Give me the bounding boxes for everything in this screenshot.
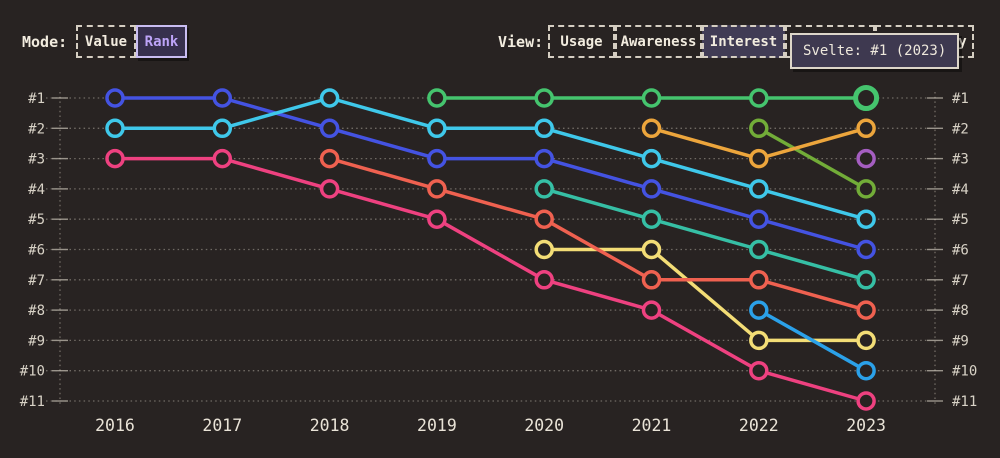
data-point-azure-2022[interactable]: [749, 300, 769, 320]
view-label: View:: [498, 33, 544, 51]
line-olive: [757, 126, 868, 191]
right-rank-label-#1: #1: [952, 91, 969, 107]
line-blue: [113, 96, 868, 252]
data-point-teal-2021[interactable]: [641, 209, 662, 229]
year-label-2017: 2017: [202, 416, 242, 435]
right-rank-label-#3: #3: [952, 152, 969, 168]
data-point-blue-2019[interactable]: [427, 148, 447, 169]
right-rank-label-#4: #4: [952, 182, 969, 198]
left-rank-label-#10: #10: [20, 364, 45, 380]
right-rank-label-#8: #8: [952, 303, 969, 319]
year-label-2016: 2016: [95, 416, 135, 435]
data-point-salmon-2022[interactable]: [749, 270, 769, 290]
left-rank-label-#1: #1: [28, 91, 45, 107]
right-rank-label-#7: #7: [952, 273, 969, 289]
year-label-2020: 2020: [524, 416, 564, 435]
data-point-pink-2023[interactable]: [856, 391, 876, 411]
data-point-yellow-2020[interactable]: [534, 239, 554, 260]
data-point-blue-2018[interactable]: [319, 118, 340, 139]
line-salmon: [327, 156, 868, 312]
year-label-2018: 2018: [310, 416, 350, 435]
data-point-salmon-2018[interactable]: [319, 148, 340, 169]
data-point-yellow-2022[interactable]: [749, 330, 769, 351]
data-point-purple-2023[interactable]: [856, 148, 876, 169]
year-label-2023: 2023: [846, 416, 886, 435]
data-point-olive-2022[interactable]: [749, 118, 769, 139]
data-point-pink-2021[interactable]: [641, 300, 662, 320]
data-point-blue-2017[interactable]: [212, 88, 233, 108]
data-point-teal-2023[interactable]: [856, 270, 876, 290]
data-point-salmon-2021[interactable]: [641, 270, 662, 290]
data-point-blue-2020[interactable]: [534, 148, 554, 169]
data-point-cyan-2021[interactable]: [641, 148, 662, 169]
data-point-cyan-2017[interactable]: [212, 118, 233, 139]
data-point-pink-2022[interactable]: [749, 360, 769, 381]
line-cyan: [113, 96, 868, 221]
line-azure: [757, 308, 868, 373]
data-point-salmon-2023[interactable]: [856, 300, 876, 320]
data-point-pink-2017[interactable]: [212, 148, 233, 169]
year-label-2019: 2019: [417, 416, 457, 435]
data-point-yellow-2021[interactable]: [641, 239, 662, 260]
data-point-pink-2020[interactable]: [534, 270, 554, 290]
data-point-blue-2023[interactable]: [856, 239, 876, 260]
left-rank-label-#3: #3: [28, 152, 45, 168]
data-point-blue-2022[interactable]: [749, 209, 769, 229]
right-rank-label-#11: #11: [952, 394, 977, 410]
data-point-pink-2019[interactable]: [427, 209, 447, 229]
data-point-azure-2023[interactable]: [856, 360, 876, 381]
data-point-teal-2022[interactable]: [749, 239, 769, 260]
left-rank-label-#2: #2: [28, 121, 45, 137]
data-point-cyan-2018[interactable]: [319, 88, 340, 108]
tooltip-text: Svelte: #1 (2023): [803, 43, 947, 59]
view-button-awareness[interactable]: Awareness: [615, 25, 702, 58]
data-point-teal-2020[interactable]: [534, 179, 554, 199]
mode-button-rank[interactable]: Rank: [136, 25, 187, 58]
data-point-cyan-2020[interactable]: [534, 118, 554, 139]
data-point-salmon-2020[interactable]: [534, 209, 554, 229]
right-rank-label-#10: #10: [952, 364, 977, 380]
view-button-interest[interactable]: Interest: [702, 25, 785, 58]
view-button-usage[interactable]: Usage: [548, 25, 615, 58]
data-point-pink-2016[interactable]: [105, 148, 125, 169]
right-rank-label-#9: #9: [952, 333, 969, 349]
mode-label: Mode:: [22, 33, 68, 51]
data-point-pink-2018[interactable]: [319, 179, 340, 199]
data-point-Svelte-2020[interactable]: [534, 88, 554, 108]
left-rank-label-#4: #4: [28, 182, 45, 198]
left-rank-label-#8: #8: [28, 303, 45, 319]
line-teal: [542, 187, 868, 282]
data-point-Svelte-2019[interactable]: [427, 88, 447, 108]
left-rank-label-#11: #11: [20, 394, 45, 410]
line-pink: [113, 156, 868, 403]
data-point-Svelte-2022[interactable]: [749, 88, 769, 108]
left-rank-label-#9: #9: [28, 333, 45, 349]
year-label-2021: 2021: [632, 416, 672, 435]
mode-button-value[interactable]: Value: [76, 25, 136, 58]
data-point-cyan-2023[interactable]: [856, 209, 876, 229]
data-point-Svelte-2023-highlighted[interactable]: [853, 85, 880, 111]
data-point-cyan-2022[interactable]: [749, 179, 769, 199]
data-point-blue-2016[interactable]: [105, 88, 125, 108]
year-label-2022: 2022: [739, 416, 779, 435]
data-point-salmon-2019[interactable]: [427, 179, 447, 199]
left-rank-label-#5: #5: [28, 212, 45, 228]
data-point-cyan-2019[interactable]: [427, 118, 447, 139]
data-point-orange-2022[interactable]: [749, 148, 769, 169]
data-point-yellow-2023[interactable]: [856, 330, 876, 351]
data-point-olive-2023[interactable]: [856, 179, 876, 199]
right-rank-label-#5: #5: [952, 212, 969, 228]
left-rank-label-#6: #6: [28, 243, 45, 259]
data-point-orange-2023[interactable]: [856, 118, 876, 139]
left-rank-label-#7: #7: [28, 273, 45, 289]
data-point-blue-2021[interactable]: [641, 179, 662, 199]
tooltip: Svelte: #1 (2023): [790, 33, 960, 69]
right-rank-label-#6: #6: [952, 243, 969, 259]
data-point-Svelte-2021[interactable]: [641, 88, 662, 108]
data-point-orange-2021[interactable]: [641, 118, 662, 139]
right-rank-label-#2: #2: [952, 121, 969, 137]
data-point-cyan-2016[interactable]: [105, 118, 125, 139]
